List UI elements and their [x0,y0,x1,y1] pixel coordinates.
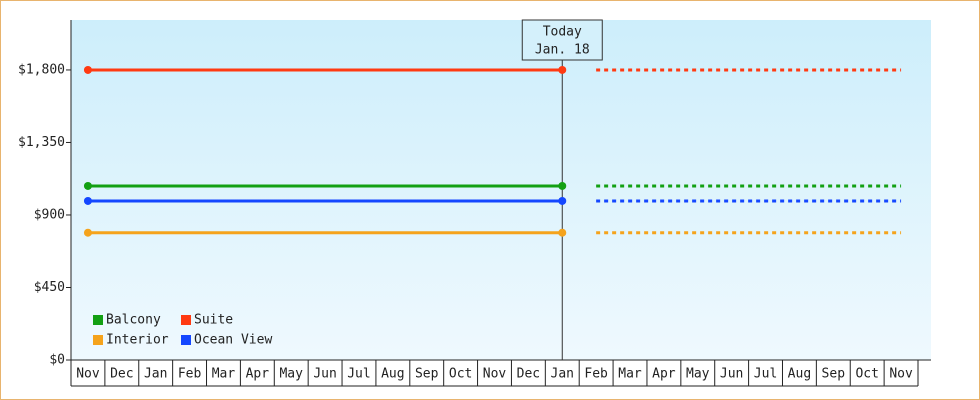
x-tick-label: Jun [313,367,336,382]
x-tick-label: Aug [381,367,404,382]
today-label: Today [543,25,582,40]
plot-area [71,20,931,360]
x-tick-label: Jun [720,367,743,382]
legend-swatch [93,315,103,325]
y-tick-label: $900 [34,207,65,222]
x-tick-label: Oct [855,367,878,382]
x-tick-label: Sep [822,367,846,382]
x-tick-label: Jul [754,367,777,382]
x-tick-label: Oct [449,367,472,382]
legend-label: Balcony [106,313,161,328]
legend-label: Interior [106,333,169,348]
y-tick-label: $0 [49,353,65,368]
x-tick-label: Apr [652,367,676,382]
x-tick-label: Nov [483,367,507,382]
x-tick-label: Feb [584,367,608,382]
x-tick-label: Jan [551,367,574,382]
x-tick-label: May [279,367,303,382]
point [83,181,92,190]
x-tick-label: Apr [246,367,270,382]
legend-swatch [93,335,103,345]
legend-label: Ocean View [194,333,272,348]
x-tick-label: Nov [76,367,100,382]
point [83,65,92,74]
x-tick-label: Aug [788,367,811,382]
y-tick-label: $450 [34,280,65,295]
x-tick-label: Dec [110,367,133,382]
legend-swatch [181,315,191,325]
point [83,196,92,205]
x-tick-label: Mar [618,367,642,382]
point [558,196,567,205]
y-tick-label: $1,350 [18,135,65,150]
point [83,228,92,237]
x-tick-label: Nov [889,367,913,382]
x-tick-label: Feb [178,367,202,382]
x-tick-label: Dec [517,367,540,382]
x-tick-label: Mar [212,367,236,382]
point [558,181,567,190]
legend-swatch [181,335,191,345]
x-tick-label: Sep [415,367,439,382]
x-tick-label: May [686,367,710,382]
x-tick-label: Jan [144,367,167,382]
point [558,65,567,74]
y-tick-label: $1,800 [18,62,65,77]
today-label: Jan. 18 [535,43,590,58]
legend-label: Suite [194,313,233,328]
today-box [521,19,603,61]
point [558,228,567,237]
x-tick-label: Jul [347,367,370,382]
